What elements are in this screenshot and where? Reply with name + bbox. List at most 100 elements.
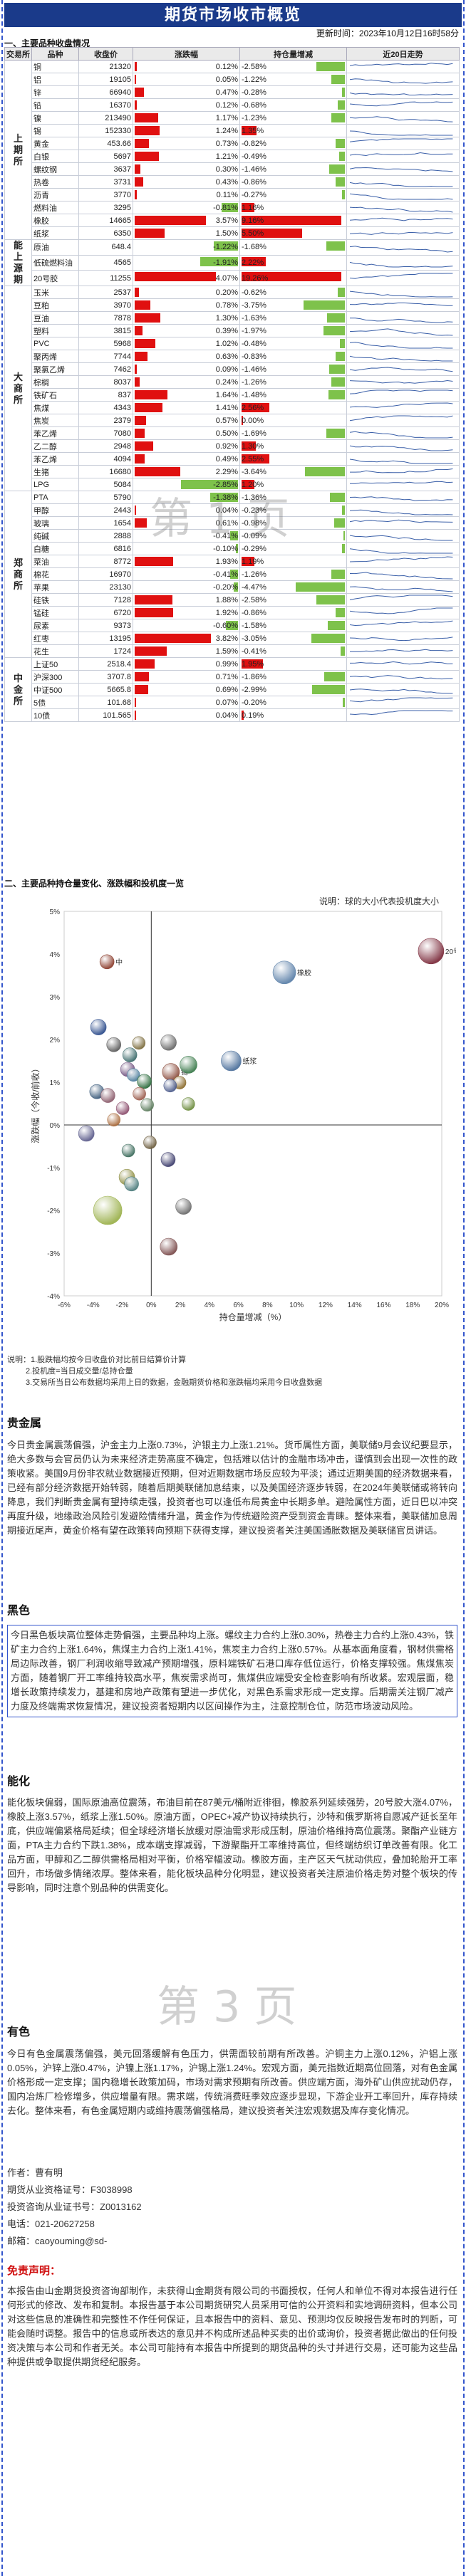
header-exchange: 交易所 (4, 47, 32, 61)
change-cell: 0.39% (133, 324, 240, 337)
change-cell: 0.50% (133, 426, 240, 440)
table-row: 红枣 13195 3.82% -3.05% (5, 632, 460, 645)
name-cell: 棕榈 (31, 375, 79, 389)
bubble-point (107, 1113, 121, 1127)
price-cell: 5968 (78, 337, 133, 350)
oi-cell: -1.86% (239, 670, 347, 684)
trend-cell (346, 606, 460, 619)
trend-cell (346, 670, 460, 684)
change-value: 0.11% (216, 190, 238, 199)
trend-sparkline (349, 355, 453, 362)
trend-sparkline (349, 379, 453, 384)
trend-line (349, 138, 453, 142)
change-bar (135, 595, 172, 604)
name-cell: 铝 (31, 73, 79, 86)
oi-bar (242, 659, 264, 669)
change-cell: 1.93% (133, 555, 240, 568)
oi-bar (316, 595, 345, 604)
trend-line (349, 206, 453, 213)
name-cell: 苹果 (31, 580, 79, 594)
price-cell: 5084 (78, 478, 133, 491)
bubble-label: 橡胶 (297, 968, 311, 978)
name-cell: 铁矿石 (31, 388, 79, 402)
change-bar (135, 88, 145, 97)
oi-bar (242, 480, 255, 489)
trend-line (349, 586, 453, 592)
trend-cell (346, 239, 460, 256)
table-row: 低硫燃料油 4565 -1.91% 2.22% (5, 254, 460, 271)
change-value: 0.63% (215, 352, 238, 361)
oi-bar (242, 416, 243, 425)
change-cell: -0.81% (133, 201, 240, 214)
bubble-chart: -6% -4% -2% 0% 2% 4% 6% 8% 10% 12% 14% 16% 18% 20% -4%… (29, 890, 466, 1331)
change-cell: 0.04% (133, 708, 240, 722)
energy-text: 能化板块偏弱，国际原油高位震荡，布油目前在87美元/桶附近徘徊，橡胶系列延续强势… (7, 1797, 457, 1893)
oi-bar (326, 241, 345, 251)
price-cell: 2379 (78, 414, 133, 427)
table-row: 生猪 16680 2.29% -3.64% (5, 465, 460, 478)
oi-cell: -0.82% (239, 137, 347, 150)
change-value: 1.88% (215, 595, 238, 604)
x-tick-label: 18% (405, 1302, 420, 1309)
trend-cell (346, 324, 460, 337)
trend-sparkline (349, 595, 453, 600)
price-cell: 3637 (78, 162, 133, 176)
bubble-point (93, 1195, 123, 1225)
oi-bar (311, 634, 345, 643)
trend-sparkline (349, 273, 453, 279)
oi-value: -0.48% (242, 339, 266, 348)
oi-bar (242, 272, 341, 282)
trend-cell (346, 465, 460, 478)
change-value: 0.20% (215, 288, 238, 297)
trend-line (349, 290, 453, 298)
change-cell: 0.78% (133, 298, 240, 312)
energy-title: 能化 (7, 1776, 31, 1788)
trend-sparkline (349, 262, 453, 268)
trend-line (349, 459, 453, 464)
change-value: 0.43% (215, 177, 238, 187)
trend-sparkline (349, 637, 453, 642)
license-advisory: 投资咨询从业证书号：Z0013162 (7, 2201, 142, 2212)
trend-sparkline (349, 481, 453, 484)
x-tick-label: 10% (289, 1302, 304, 1309)
oi-cell: -1.69% (239, 426, 347, 440)
change-bar (135, 75, 136, 84)
page-border-left (1, 0, 3, 2576)
oi-cell: -0.48% (239, 337, 347, 350)
bubble-label: 纸浆 (242, 1057, 257, 1066)
trend-line (349, 116, 453, 122)
change-cell: 0.24% (133, 375, 240, 389)
price-cell: 648.4 (78, 239, 133, 256)
email: 邮箱：caoyouming@sd- (7, 2236, 108, 2246)
oi-value: -1.63% (242, 313, 266, 323)
change-cell: 1.64% (133, 388, 240, 402)
x-tick-label: 2% (175, 1302, 186, 1309)
change-cell: 1.24% (133, 124, 240, 137)
chart-notes: 说明：1.股跌幅均按今日收盘价对比前日结算价计算 2.投机度=当日成交量/总持仓… (7, 1354, 456, 1388)
oi-value: -1.97% (242, 326, 266, 335)
change-cell: 1.02% (133, 337, 240, 350)
trend-line (350, 318, 453, 323)
oi-value: 1.30% (242, 441, 264, 451)
watermark-page-1: 第 1 页 (150, 494, 290, 544)
oi-bar (341, 190, 345, 199)
price-cell: 4343 (78, 401, 133, 414)
change-bar (135, 164, 141, 174)
trend-sparkline (349, 130, 453, 136)
x-tick-label: -2% (116, 1302, 129, 1309)
change-value: -1.91% (213, 258, 238, 267)
bubble-point (106, 1037, 122, 1052)
phone: 电话：021-20627258 (7, 2219, 95, 2229)
change-bar (135, 403, 163, 412)
change-value: -0.41% (213, 531, 238, 540)
change-bar (135, 288, 139, 297)
oi-bar (323, 326, 345, 335)
change-value: 1.24% (215, 126, 238, 135)
name-cell: 菜油 (31, 555, 79, 568)
table-row: 棕榈 8037 0.24% -1.26% (5, 375, 460, 389)
name-cell: 铜 (31, 60, 79, 73)
bubble-chart-svg: -6% -4% -2% 0% 2% 4% 6% 8% 10% 12% 14% 16% 18% 20%-4%… (30, 896, 466, 1322)
trend-line (349, 431, 453, 439)
oi-bar (341, 544, 345, 553)
change-cell: 3.57% (133, 214, 240, 227)
